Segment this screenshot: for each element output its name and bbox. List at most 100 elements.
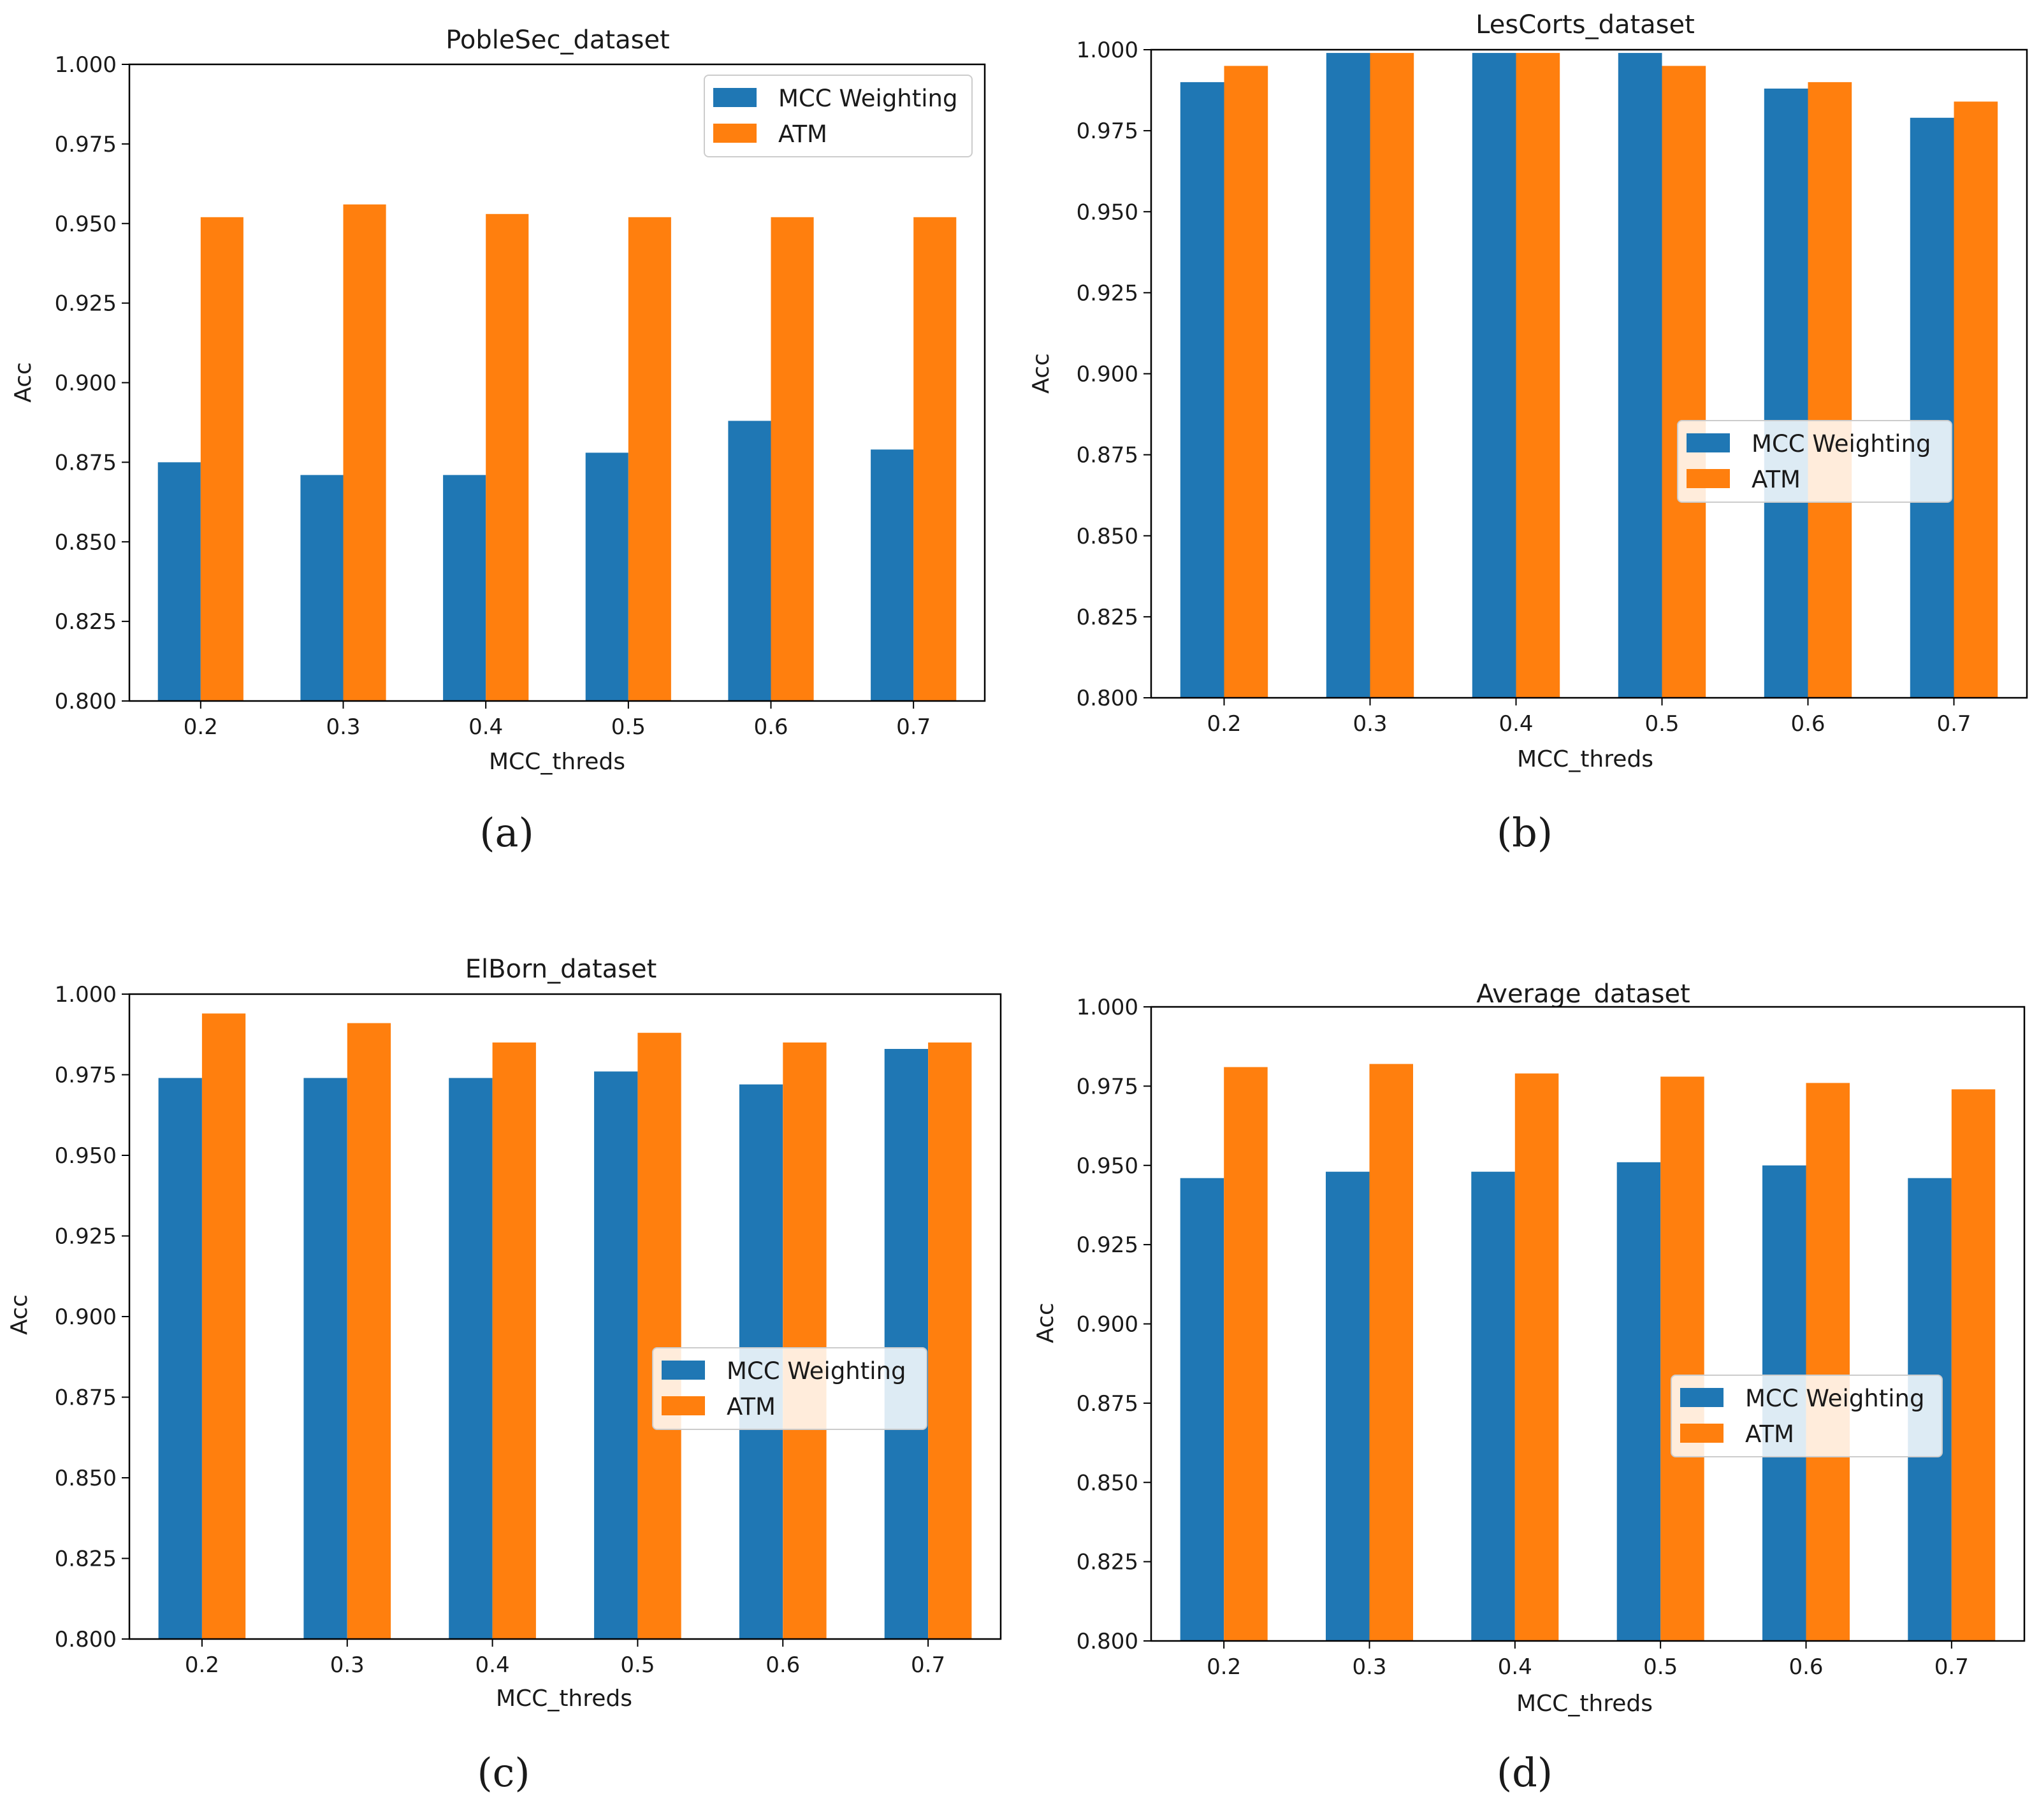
- bar-atm-0.3: [1370, 53, 1414, 698]
- legend-box: [1677, 420, 1952, 503]
- x-tick-label: 0.6: [753, 714, 788, 740]
- y-tick-label: 0.925: [55, 291, 117, 317]
- x-axis-label: MCC_threds: [1516, 1691, 1653, 1717]
- x-tick-label: 0.3: [1352, 1654, 1386, 1680]
- bar-mcc-weighting-0.4: [443, 475, 486, 701]
- x-tick-label: 0.5: [611, 714, 646, 740]
- y-tick-label: 0.850: [55, 530, 117, 555]
- bar-atm-0.5: [1662, 66, 1706, 698]
- legend-label-atm: ATM: [1745, 1420, 1794, 1448]
- y-axis-label: Acc: [1028, 353, 1054, 394]
- bar-mcc-weighting-0.5: [585, 452, 628, 701]
- x-axis-label: MCC_threds: [1517, 746, 1653, 772]
- tick-marks: [1143, 1006, 1952, 1649]
- bar-mcc-weighting-0.2: [1180, 1178, 1224, 1641]
- chart-title: Average_dataset: [1476, 979, 1690, 1009]
- y-tick-label: 0.800: [1077, 686, 1138, 711]
- x-tick-label: 0.5: [1643, 1654, 1678, 1680]
- y-tick-label: 0.950: [1077, 199, 1138, 225]
- bar-atm-0.2: [201, 1013, 246, 1639]
- legend-box: [704, 75, 973, 157]
- bars-group: [1180, 1064, 1996, 1641]
- bar-atm-0.4: [1516, 53, 1560, 698]
- legend-label-mcc-weighting: MCC Weighting: [727, 1357, 906, 1385]
- y-tick-labels: 0.800 0.825 0.850 0.875 0.900 0.925 0.95…: [55, 52, 117, 714]
- y-tick-labels: 0.800 0.825 0.850 0.875 0.900 0.925 0.95…: [1077, 38, 1138, 711]
- legend-swatch-mcc-weighting: [662, 1361, 705, 1380]
- legend-box: [1671, 1375, 1943, 1457]
- bar-atm-0.6: [1808, 82, 1852, 698]
- legend-swatch-atm: [1687, 469, 1730, 488]
- legend-label-atm: ATM: [1752, 466, 1801, 493]
- x-tick-labels: 0.2 0.3 0.4 0.5 0.6 0.7: [1207, 1654, 1969, 1680]
- legend-label-mcc-weighting: MCC Weighting: [1745, 1385, 1924, 1412]
- bar-atm-0.2: [1224, 1067, 1268, 1641]
- y-tick-label: 0.925: [55, 1224, 117, 1250]
- bar-atm-0.4: [492, 1042, 536, 1639]
- bar-mcc-weighting-0.4: [1471, 1171, 1515, 1641]
- y-axis-label: Acc: [10, 362, 36, 403]
- bars-group: [157, 204, 957, 701]
- panel-caption: (a): [479, 809, 533, 856]
- legend-swatch-atm: [713, 124, 757, 143]
- y-tick-labels: 0.800 0.825 0.850 0.875 0.900 0.925 0.95…: [1077, 995, 1138, 1654]
- legend-swatch-mcc-weighting: [1680, 1388, 1724, 1407]
- y-tick-label: 0.850: [1077, 524, 1138, 549]
- x-tick-label: 0.2: [1207, 711, 1241, 737]
- bar-atm-0.4: [1514, 1073, 1559, 1641]
- x-tick-label: 0.6: [766, 1652, 800, 1678]
- x-tick-label: 0.7: [911, 1652, 945, 1678]
- x-tick-label: 0.3: [1353, 711, 1387, 737]
- y-tick-label: 0.875: [1077, 1391, 1138, 1417]
- legend: MCC Weighting ATM: [1677, 420, 1952, 503]
- y-tick-label: 0.800: [55, 689, 117, 714]
- bar-mcc-weighting-0.6: [1764, 89, 1808, 698]
- legend-label-mcc-weighting: MCC Weighting: [778, 85, 957, 112]
- x-tick-label: 0.6: [1789, 1654, 1823, 1680]
- x-tick-label: 0.2: [185, 1652, 219, 1678]
- bar-atm-0.6: [1806, 1083, 1850, 1641]
- x-tick-label: 0.7: [1936, 711, 1971, 737]
- x-tick-label: 0.4: [1499, 711, 1533, 737]
- plot-frame: [128, 993, 1002, 1640]
- x-tick-labels: 0.2 0.3 0.4 0.5 0.6 0.7: [185, 1652, 945, 1678]
- x-tick-label: 0.3: [326, 714, 360, 740]
- x-tick-label: 0.7: [1934, 1654, 1969, 1680]
- chart-title: PobleSec_dataset: [446, 25, 670, 55]
- chart-title: LesCorts_dataset: [1476, 10, 1695, 40]
- chart-panel-d: Average_dataset 0.800 0.825 0.850 0.875 …: [1033, 979, 2026, 1796]
- y-tick-label: 0.925: [1077, 280, 1138, 306]
- plot-frame: [1150, 48, 2028, 699]
- chart-title: ElBorn_dataset: [465, 955, 657, 984]
- x-tick-label: 0.7: [896, 714, 931, 740]
- bar-mcc-weighting-0.7: [884, 1049, 928, 1639]
- y-tick-label: 0.850: [55, 1466, 117, 1491]
- y-tick-label: 0.875: [55, 1385, 117, 1411]
- plot-frame: [128, 63, 986, 702]
- bar-atm-0.2: [200, 217, 243, 701]
- bar-mcc-weighting-0.3: [303, 1078, 347, 1639]
- y-tick-label: 0.825: [1077, 605, 1138, 630]
- y-tick-label: 1.000: [1077, 995, 1138, 1020]
- y-tick-label: 0.950: [55, 1143, 117, 1169]
- bar-mcc-weighting-0.2: [157, 462, 201, 701]
- plot-frame: [1150, 1006, 2026, 1642]
- bar-atm-0.7: [1951, 1089, 1996, 1641]
- x-tick-label: 0.4: [468, 714, 503, 740]
- bar-mcc-weighting-0.7: [871, 449, 914, 701]
- bar-mcc-weighting-0.7: [1910, 117, 1954, 698]
- bar-mcc-weighting-0.3: [1326, 1171, 1370, 1641]
- bar-atm-0.7: [928, 1042, 972, 1639]
- tick-marks: [1143, 49, 1955, 705]
- bar-mcc-weighting-0.2: [158, 1078, 202, 1639]
- y-tick-label: 0.800: [1077, 1629, 1138, 1654]
- panel-caption: (b): [1497, 809, 1553, 856]
- y-tick-label: 0.900: [55, 371, 117, 396]
- bar-mcc-weighting-0.3: [1326, 53, 1370, 698]
- x-tick-label: 0.5: [620, 1652, 655, 1678]
- y-tick-label: 0.875: [1077, 443, 1138, 468]
- tick-marks: [122, 64, 915, 709]
- x-tick-label: 0.2: [184, 714, 218, 740]
- tick-marks: [122, 993, 929, 1647]
